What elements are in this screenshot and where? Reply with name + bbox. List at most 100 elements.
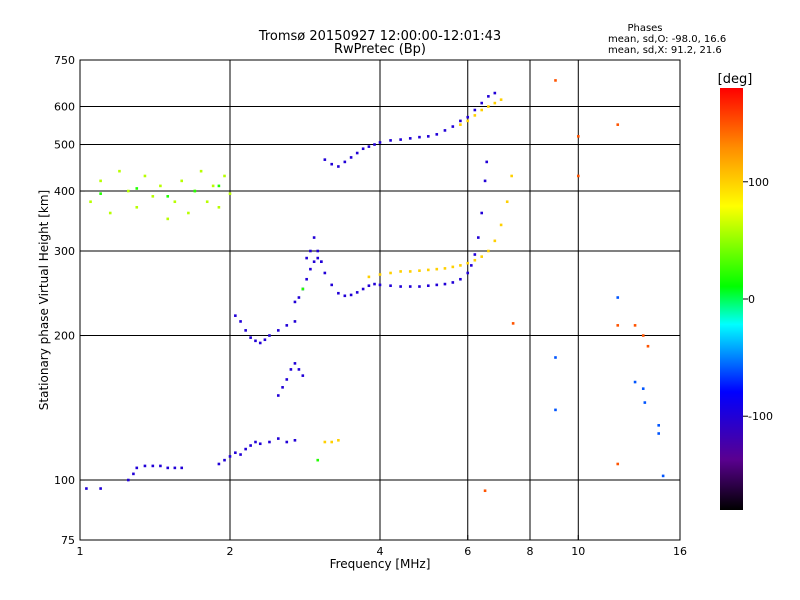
data-point xyxy=(249,444,252,447)
data-point xyxy=(343,294,347,298)
data-point xyxy=(451,281,455,284)
data-point xyxy=(166,217,170,221)
data-point xyxy=(505,200,509,204)
y-tick-label: 200 xyxy=(54,330,75,343)
data-point xyxy=(263,338,267,342)
data-point xyxy=(576,174,580,178)
data-point xyxy=(297,368,301,371)
data-point xyxy=(641,387,645,390)
colorbar-tick-label: 100 xyxy=(748,176,769,189)
data-point xyxy=(239,453,242,456)
data-point xyxy=(293,438,297,442)
x-tick-label: 16 xyxy=(673,545,687,558)
colorbar-label: [deg] xyxy=(718,72,753,87)
data-point xyxy=(285,378,289,381)
data-point xyxy=(493,91,497,95)
data-point xyxy=(435,133,439,136)
data-point xyxy=(466,115,470,119)
x-tick-label: 8 xyxy=(527,545,534,558)
data-point xyxy=(426,284,430,288)
data-point xyxy=(435,267,439,271)
data-point xyxy=(554,356,557,359)
data-point xyxy=(143,464,147,468)
y-tick-label: 750 xyxy=(54,54,75,67)
data-point xyxy=(316,249,320,253)
data-point xyxy=(217,205,221,209)
data-point xyxy=(108,211,112,215)
data-point xyxy=(276,437,280,440)
data-point xyxy=(254,339,257,343)
data-point xyxy=(305,256,308,260)
data-point xyxy=(661,474,665,478)
data-point xyxy=(330,162,334,166)
data-point xyxy=(217,462,221,466)
data-point xyxy=(268,440,271,444)
x-tick-label: 10 xyxy=(571,545,585,558)
data-point xyxy=(616,462,620,466)
data-point xyxy=(276,329,280,332)
data-point xyxy=(293,320,297,323)
data-point xyxy=(293,300,297,304)
data-point xyxy=(576,135,580,138)
data-point xyxy=(276,394,280,397)
data-point xyxy=(499,223,503,227)
y-tick-label: 75 xyxy=(61,534,75,547)
data-point xyxy=(408,137,412,140)
data-point xyxy=(633,324,637,327)
data-point xyxy=(258,442,262,446)
data-point xyxy=(451,125,455,128)
data-point xyxy=(173,466,177,470)
data-point xyxy=(418,135,421,139)
data-point xyxy=(173,200,177,204)
x-tick-label: 6 xyxy=(464,545,471,558)
data-point xyxy=(361,147,365,151)
data-point xyxy=(223,458,226,462)
y-tick-label: 100 xyxy=(54,474,75,487)
data-point xyxy=(293,362,297,365)
data-point xyxy=(426,135,430,138)
x-axis-label: Frequency [MHz] xyxy=(330,557,431,571)
data-point xyxy=(118,169,121,173)
data-point xyxy=(643,401,647,404)
data-point xyxy=(143,174,147,178)
data-point xyxy=(451,265,455,269)
data-point xyxy=(343,160,347,164)
data-point xyxy=(408,285,412,288)
data-point xyxy=(258,341,262,345)
data-point xyxy=(166,195,170,198)
data-point xyxy=(418,269,421,272)
data-point xyxy=(389,139,392,142)
data-point xyxy=(641,334,645,337)
y-tick-label: 300 xyxy=(54,245,75,258)
data-point xyxy=(480,101,484,105)
data-point xyxy=(205,200,209,204)
data-point xyxy=(477,236,480,239)
data-point xyxy=(418,285,421,288)
data-point xyxy=(349,293,353,297)
data-point xyxy=(378,283,382,287)
data-point xyxy=(459,277,462,281)
data-point xyxy=(337,165,340,168)
data-point xyxy=(228,455,232,458)
data-point xyxy=(554,408,557,412)
data-point xyxy=(443,129,447,132)
y-tick-label: 500 xyxy=(54,139,75,152)
data-point xyxy=(234,451,237,455)
data-point xyxy=(289,368,293,371)
data-point xyxy=(459,123,462,126)
data-point xyxy=(389,271,392,275)
data-point xyxy=(466,119,470,123)
data-point xyxy=(633,380,637,384)
data-point xyxy=(646,344,650,348)
data-point xyxy=(378,141,382,144)
data-point xyxy=(301,374,305,377)
data-point xyxy=(443,282,447,286)
data-point xyxy=(399,285,402,288)
data-point xyxy=(187,211,190,215)
data-points xyxy=(85,79,665,493)
data-point xyxy=(268,334,271,337)
data-point xyxy=(166,466,170,470)
data-point xyxy=(408,270,412,273)
data-point xyxy=(244,329,247,332)
chart-subtitle: RwPretec (Bp) xyxy=(334,42,426,57)
